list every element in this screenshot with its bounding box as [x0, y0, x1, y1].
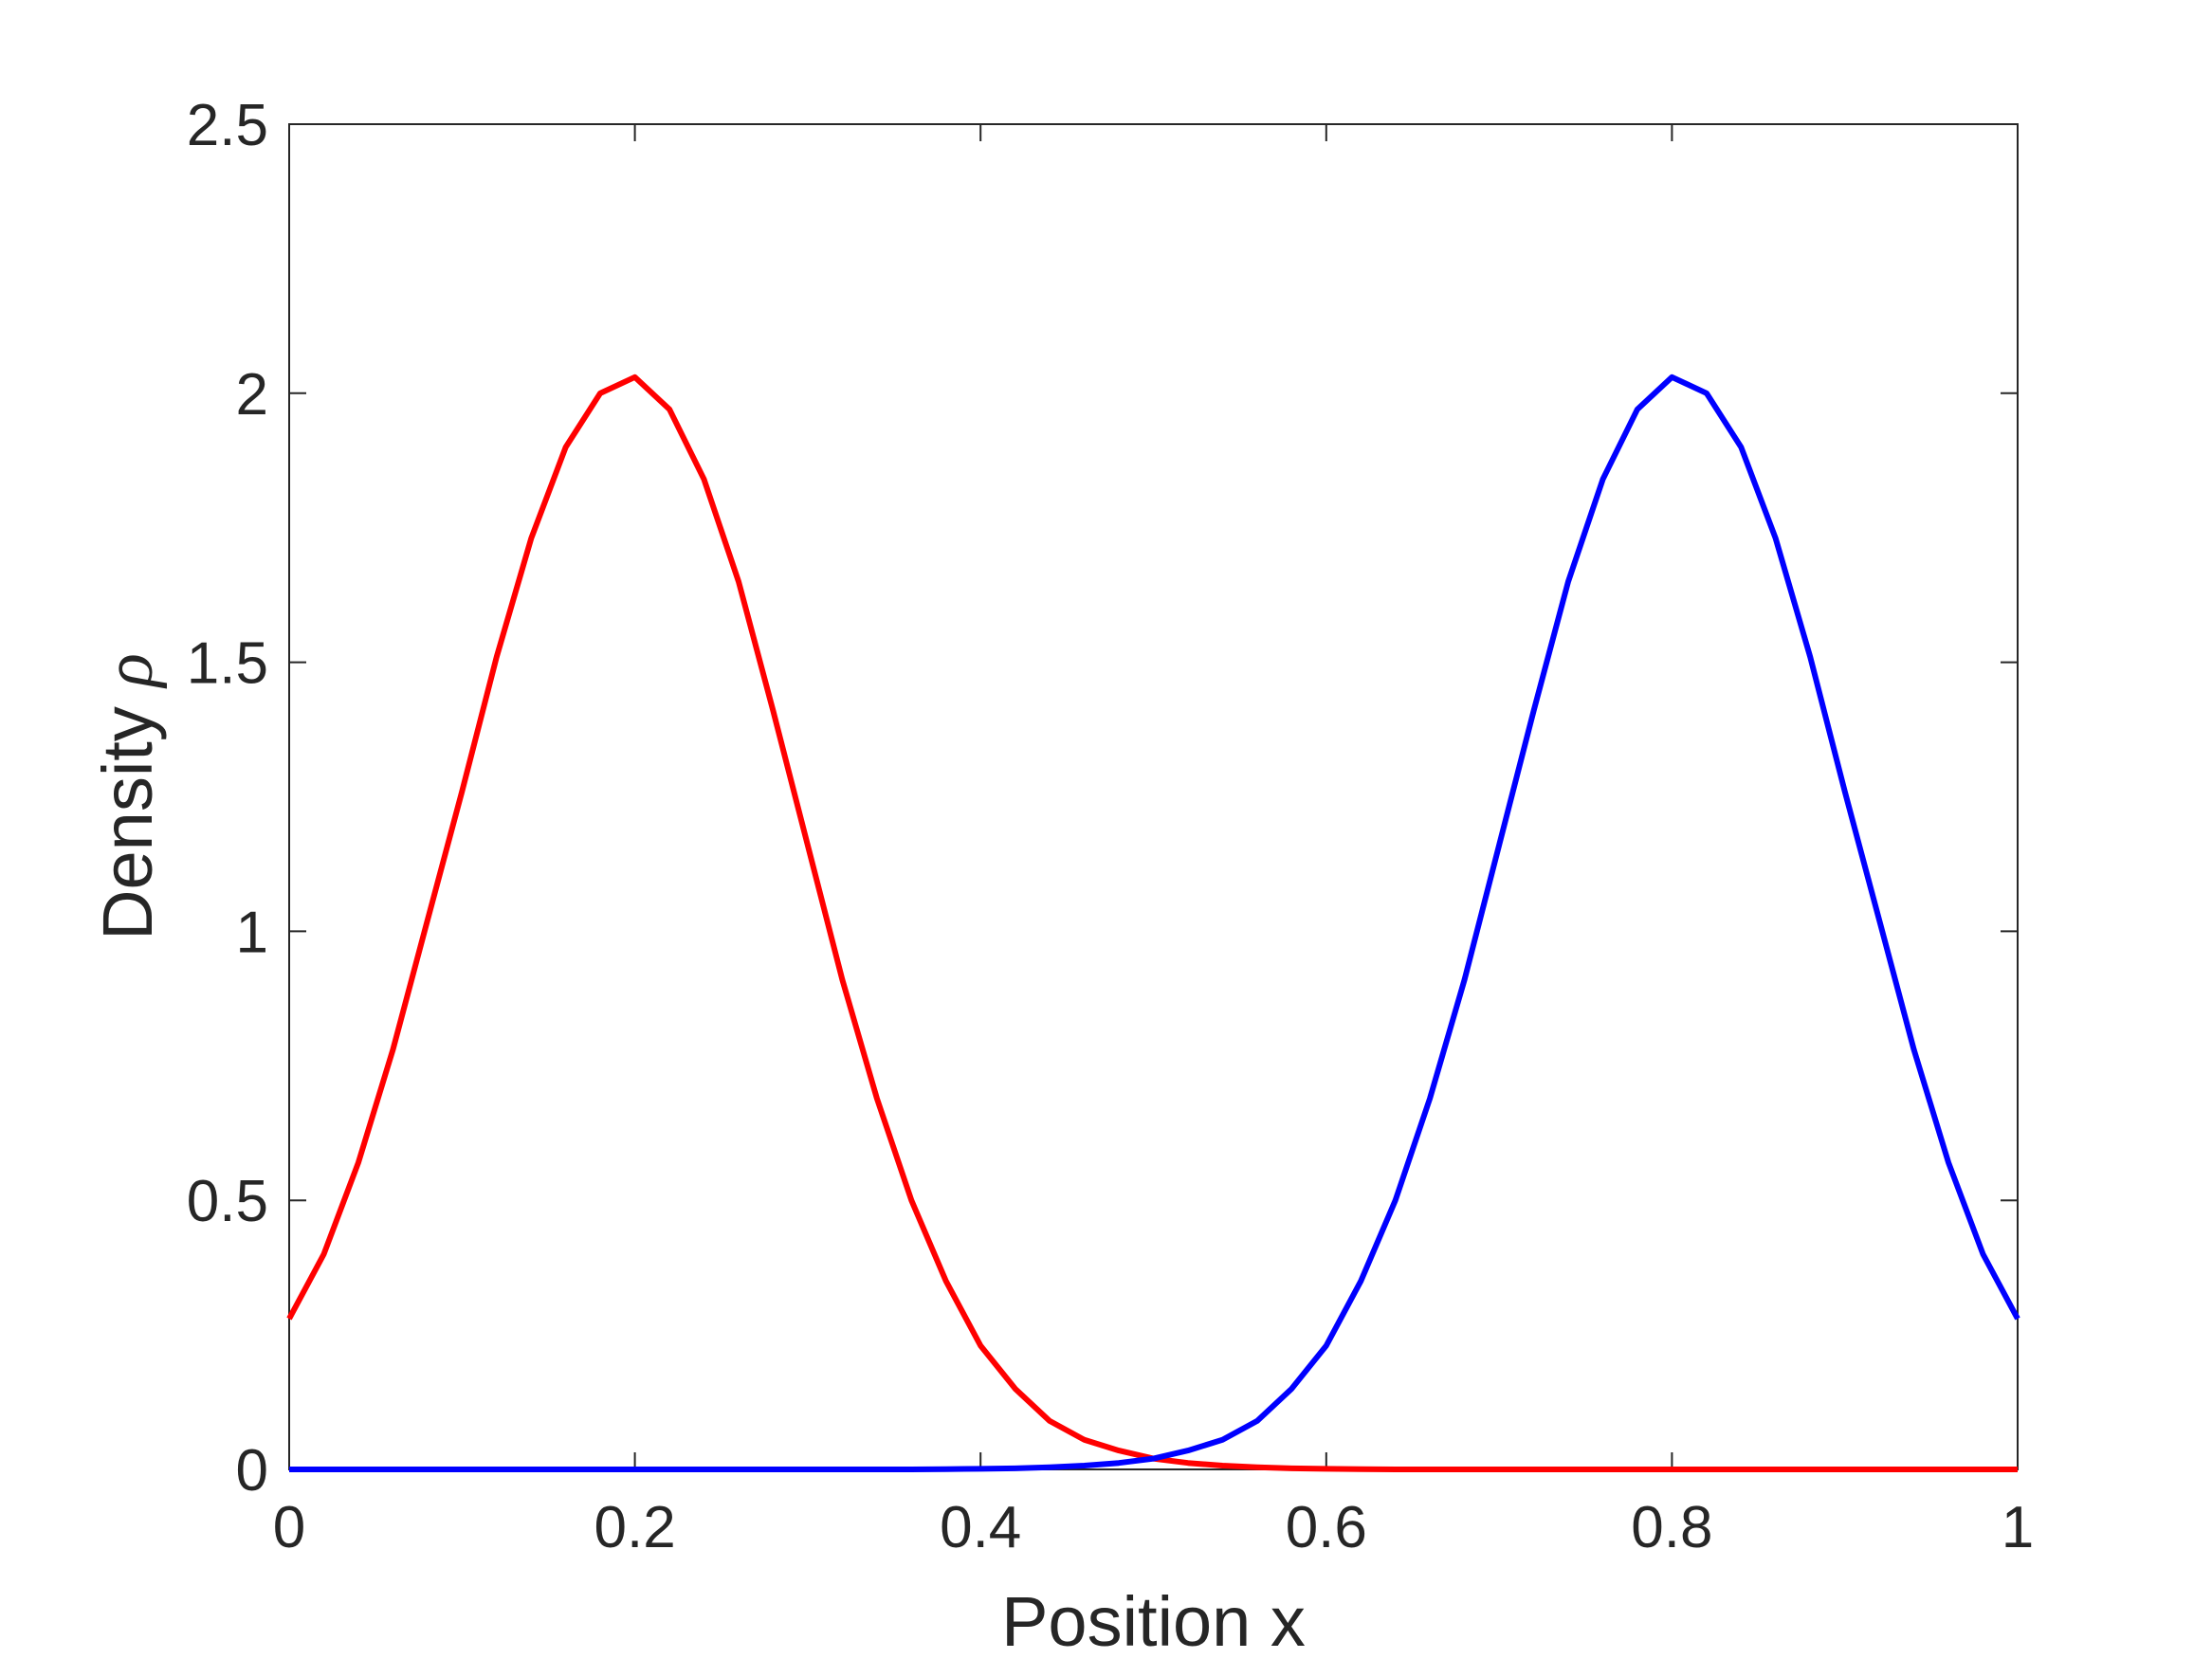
y-tick-label: 2.5 — [187, 93, 268, 158]
series-layer — [286, 374, 2020, 1472]
y-tick-label: 0 — [236, 1438, 268, 1504]
y-tick-label: 1 — [236, 900, 268, 965]
y-axis-label: Density ρ — [88, 653, 168, 940]
y-axis-label-text: Density — [88, 687, 167, 940]
x-tick-label: 1 — [2002, 1495, 2034, 1560]
x-tick-label: 0.8 — [1631, 1495, 1712, 1560]
y-axis-ticks: 0 0.5 1 1.5 2 2.5 — [187, 93, 2018, 1504]
x-tick-label: 0 — [273, 1495, 305, 1560]
y-tick-label: 0.5 — [187, 1169, 268, 1234]
x-axis-ticks: 0 0.2 0.4 0.6 0.8 1 — [273, 124, 2034, 1560]
series-line-2 — [289, 374, 2020, 1472]
x-tick-label: 0.4 — [940, 1495, 1021, 1560]
x-tick-label: 0.2 — [594, 1495, 675, 1560]
x-axis-label: Position x — [1001, 1582, 1306, 1659]
x-tick-label: 0.6 — [1286, 1495, 1367, 1560]
y-axis-label-symbol: ρ — [90, 653, 168, 689]
plot-area — [288, 123, 2019, 1470]
y-tick-label: 2 — [236, 362, 268, 428]
axes-box — [288, 123, 2019, 1470]
y-tick-label: 1.5 — [187, 631, 268, 697]
